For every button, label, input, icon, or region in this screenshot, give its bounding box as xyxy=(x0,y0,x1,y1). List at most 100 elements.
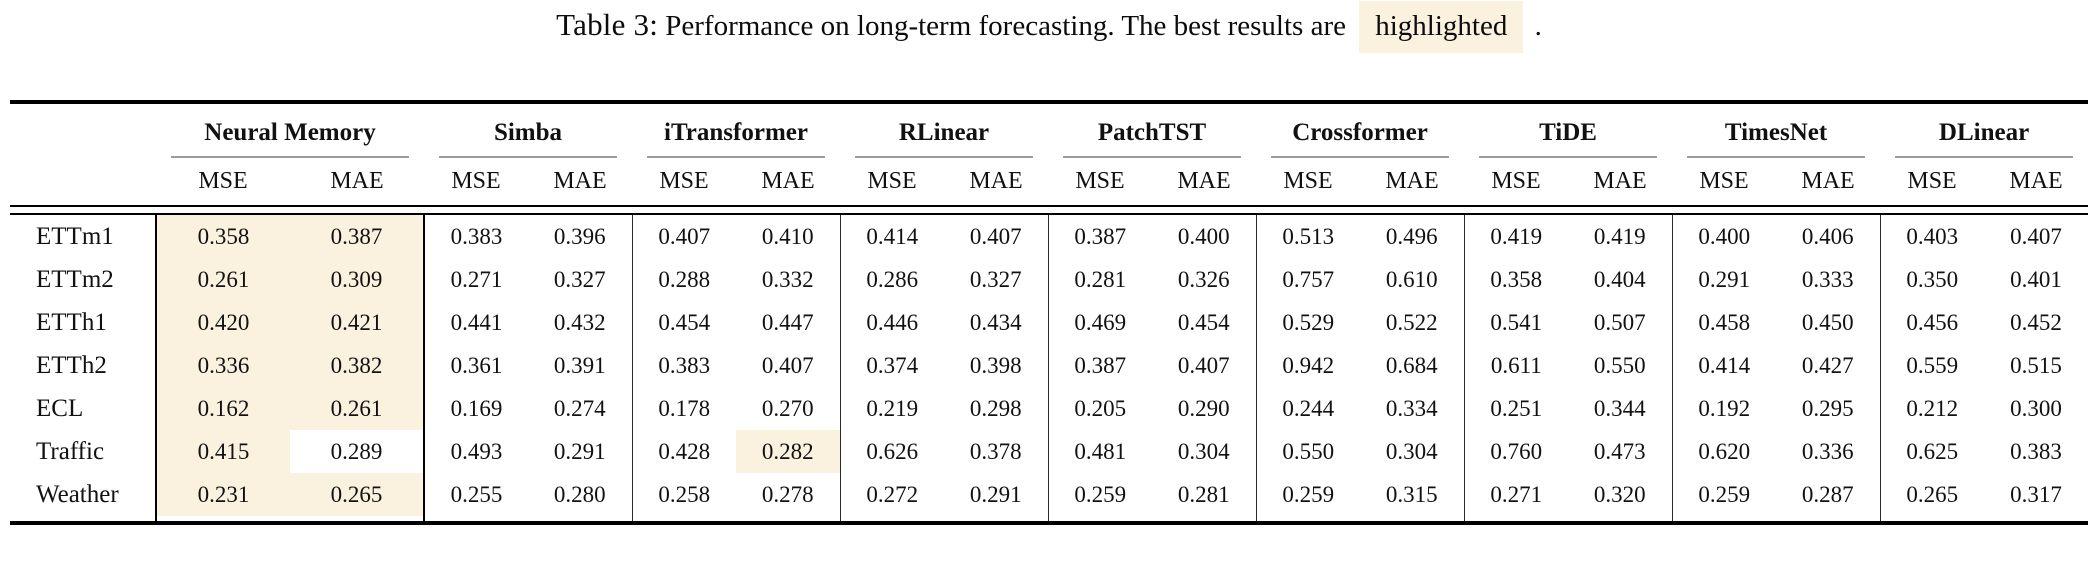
metric-cell: 0.446 xyxy=(839,301,944,344)
metric-cell: 0.432 xyxy=(553,309,606,335)
row-label: ETTh1 xyxy=(36,308,107,336)
metric-cell: 0.265 xyxy=(1879,473,1985,516)
metric-cell: 0.378 xyxy=(969,438,1022,464)
column-group-tide: TiDE xyxy=(1464,100,1673,158)
metric-subheader-mae: MAE xyxy=(1568,158,1673,207)
table-caption-text: Performance on long-term forecasting. Th… xyxy=(665,10,1346,42)
metric-cell: 0.427 xyxy=(1801,352,1854,378)
metric-cell: 0.507 xyxy=(1593,309,1646,335)
metric-cell: 0.456 xyxy=(1879,301,1985,344)
metric-cell: 0.620 xyxy=(1671,430,1777,473)
metric-cell-best: 0.309 xyxy=(290,258,424,301)
metric-cell: 0.278 xyxy=(761,481,814,507)
metric-cell: 0.406 xyxy=(1801,223,1854,249)
metric-subheader-mae: MAE xyxy=(1152,158,1257,207)
metric-cell: 0.400 xyxy=(1671,214,1777,258)
metric-cell: 0.454 xyxy=(1177,309,1230,335)
metric-subheader-mae: MAE xyxy=(290,158,424,207)
metric-subheader-mse: MSE xyxy=(840,158,944,207)
table-row: ETTm1 0.358 0.387 0.383 0.396 0.407 0.410 0.414… xyxy=(10,214,2088,258)
metric-subheader-mse: MSE xyxy=(1672,158,1777,207)
metric-cell: 0.391 xyxy=(553,352,606,378)
metric-cell: 0.493 xyxy=(423,430,528,473)
column-group-label: iTransformer xyxy=(647,104,825,158)
corner-cell-empty xyxy=(10,100,156,158)
metric-subheader-mae: MAE xyxy=(1360,158,1465,207)
results-table-body: ETTm1 0.358 0.387 0.383 0.396 0.407 0.410 0.414… xyxy=(10,214,2089,525)
table-row: ECL 0.162 0.261 0.169 0.274 0.178 0.270 0.219 0.… xyxy=(10,387,2088,430)
metric-cell: 0.219 xyxy=(839,387,944,430)
metric-cell: 0.513 xyxy=(1255,214,1361,258)
metric-cell: 0.404 xyxy=(1593,266,1646,292)
metric-cell-best: 0.336 xyxy=(155,344,290,387)
model-group-header-row: Neural Memory Simba iTransformer RLinear Pat… xyxy=(10,100,2089,158)
metric-cell-best: 0.415 xyxy=(155,430,290,473)
metric-cell: 0.280 xyxy=(553,481,606,507)
metric-cell: 0.350 xyxy=(1879,258,1985,301)
row-label: ECL xyxy=(36,394,84,422)
metric-cell-best: 0.421 xyxy=(290,301,424,344)
metric-cell: 0.407 xyxy=(2010,223,2062,249)
metric-subheader-mse: MSE xyxy=(1880,158,1985,207)
metric-cell: 0.288 xyxy=(631,258,736,301)
metric-cell: 0.287 xyxy=(1801,481,1854,507)
corner-cell-empty xyxy=(10,158,156,207)
metric-cell: 0.361 xyxy=(423,344,528,387)
metric-cell: 0.271 xyxy=(423,258,528,301)
metric-cell-best: 0.261 xyxy=(290,387,424,430)
metric-cell: 0.407 xyxy=(1177,352,1230,378)
metric-cell: 0.192 xyxy=(1671,387,1777,430)
metric-cell: 0.454 xyxy=(631,301,736,344)
metric-cell: 0.610 xyxy=(1385,266,1438,292)
metric-cell: 0.344 xyxy=(1593,395,1646,421)
metric-cell: 0.274 xyxy=(553,395,606,421)
metric-cell: 0.291 xyxy=(553,438,606,464)
metric-cell: 0.383 xyxy=(423,214,528,258)
metric-cell: 0.295 xyxy=(1801,395,1854,421)
metric-cell: 0.450 xyxy=(1801,309,1854,335)
table-caption-number: Table 3: xyxy=(556,7,659,42)
metric-cell: 0.281 xyxy=(1177,481,1230,507)
metric-cell: 0.244 xyxy=(1255,387,1361,430)
metric-cell: 0.396 xyxy=(553,223,606,249)
double-rule-spacer xyxy=(10,206,2089,215)
row-label: Weather xyxy=(36,480,119,508)
column-group-simba: Simba xyxy=(424,100,632,158)
table-row: Traffic 0.415 0.289 0.493 0.291 0.428 0.282 0.6… xyxy=(10,430,2088,473)
column-group-label: Crossformer xyxy=(1271,104,1450,158)
results-table: Neural Memory Simba iTransformer RLinear Pat… xyxy=(10,100,2089,525)
metric-cell: 0.387 xyxy=(1047,214,1152,258)
metric-cell: 0.383 xyxy=(631,344,736,387)
row-label: Traffic xyxy=(36,437,105,465)
metric-cell: 0.400 xyxy=(1177,223,1230,249)
metric-cell: 0.684 xyxy=(1385,352,1438,378)
metric-cell: 0.286 xyxy=(839,258,944,301)
metric-cell: 0.625 xyxy=(1879,430,1985,473)
metric-cell: 0.410 xyxy=(761,223,814,249)
metric-subheader-row: MSE MAE MSE MAE MSE MAE MSE MAE MSE MAE MSE MAE MSE M… xyxy=(10,158,2089,207)
metric-cell: 0.401 xyxy=(2010,266,2062,292)
metric-cell: 0.358 xyxy=(1463,258,1569,301)
metric-cell: 0.272 xyxy=(839,473,944,516)
metric-cell: 0.205 xyxy=(1047,387,1152,430)
column-group-itransformer: iTransformer xyxy=(632,100,840,158)
metric-cell: 0.327 xyxy=(969,266,1022,292)
metric-cell: 0.271 xyxy=(1463,473,1569,516)
metric-cell-best: 0.162 xyxy=(155,387,290,430)
metric-cell: 0.550 xyxy=(1255,430,1361,473)
metric-cell-best: 0.265 xyxy=(290,473,424,516)
metric-cell: 0.407 xyxy=(631,214,736,258)
column-group-label: TimesNet xyxy=(1687,104,1866,158)
metric-cell: 0.419 xyxy=(1463,214,1569,258)
metric-cell: 0.332 xyxy=(761,266,814,292)
metric-cell: 0.259 xyxy=(1047,473,1152,516)
metric-cell-best: 0.420 xyxy=(155,301,290,344)
metric-cell: 0.317 xyxy=(2010,481,2062,507)
metric-cell: 0.291 xyxy=(1671,258,1777,301)
metric-cell: 0.481 xyxy=(1047,430,1152,473)
table-row: ETTh1 0.420 0.421 0.441 0.432 0.454 0.447 0.446… xyxy=(10,301,2088,344)
row-label: ETTm1 xyxy=(36,222,114,250)
metric-cell: 0.304 xyxy=(1385,438,1438,464)
metric-cell: 0.327 xyxy=(553,266,606,292)
